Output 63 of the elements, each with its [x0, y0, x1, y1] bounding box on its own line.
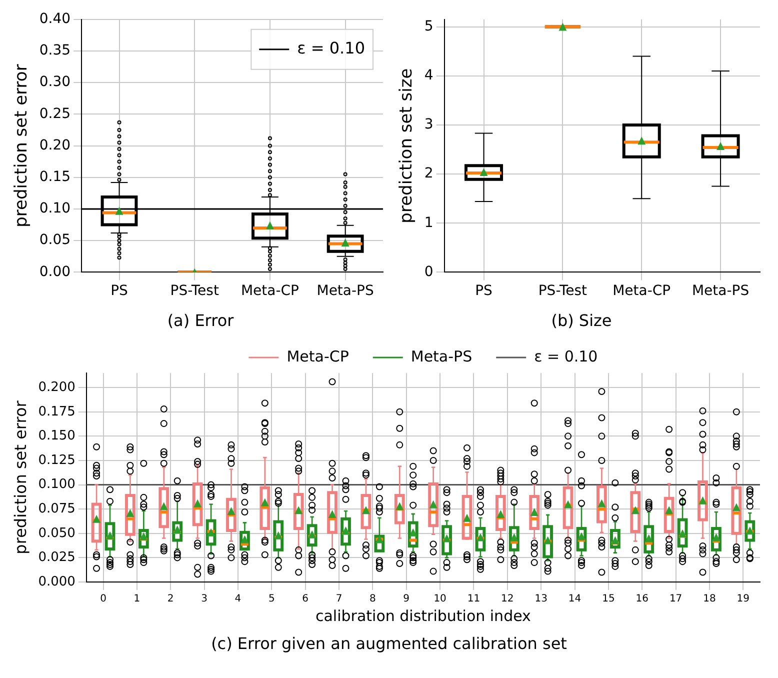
- text: (b) Size: [550, 311, 613, 330]
- x-tick-label: 17: [669, 594, 682, 605]
- y-axis-title: prediction set error: [12, 64, 32, 228]
- x-tick-label: 9: [403, 594, 410, 605]
- text: (a) Error: [166, 311, 235, 330]
- y-tick-label: 0.05: [39, 232, 71, 248]
- y-tick-label: 3: [424, 116, 434, 133]
- y-tick-label: 0.35: [39, 42, 71, 59]
- x-tick-label: 15: [602, 594, 615, 605]
- x-tick-label: 19: [736, 594, 750, 605]
- x-tick-label: 2: [167, 594, 174, 605]
- y-tick-label: 0.075: [38, 501, 76, 516]
- x-tick-label: 6: [302, 594, 309, 605]
- y-tick-label: 0.20: [39, 137, 71, 154]
- y-tick-label: 0.40: [39, 11, 71, 28]
- x-axis-title: calibration distribution index: [315, 606, 532, 625]
- y-tick-label: 2: [424, 166, 434, 182]
- x-tick-label: 16: [636, 594, 648, 605]
- x-tick-label: 1: [134, 594, 140, 605]
- x-tick-label: 13: [534, 594, 548, 605]
- y-tick-label: 0.125: [38, 452, 76, 468]
- y-tick-label: 0.00: [39, 264, 71, 280]
- legend-label: ε = 0.10: [297, 38, 366, 58]
- y-tick-label: 0.100: [38, 477, 76, 492]
- x-tick-label: 18: [703, 594, 716, 605]
- y-tick-label: 0.000: [38, 574, 76, 590]
- y-tick-label: 1: [424, 214, 434, 231]
- x-tick-label: 12: [501, 594, 514, 605]
- x-tick-label: Meta-CP: [240, 283, 299, 300]
- x-tick-label: Meta-PS: [316, 283, 374, 300]
- y-tick-label: 0.050: [38, 526, 76, 541]
- y-axis-title: prediction set size: [396, 68, 417, 224]
- y-tick-label: 0.025: [38, 550, 76, 566]
- legend-label: ε = 0.10: [534, 347, 598, 366]
- y-tick-label: 5: [424, 18, 434, 34]
- y-tick-label: 0.175: [38, 404, 76, 420]
- x-tick-label: PS: [475, 283, 493, 300]
- legend-label: Meta-PS: [410, 347, 472, 366]
- x-tick-label: 11: [467, 594, 480, 605]
- x-tick-label: 3: [201, 594, 208, 605]
- x-tick-label: Meta-CP: [612, 283, 671, 300]
- x-tick-label: 7: [336, 594, 342, 605]
- x-tick-label: 4: [234, 594, 242, 605]
- y-tick-label: 0.30: [39, 74, 71, 90]
- y-axis-title: prediction set error: [10, 400, 30, 554]
- x-tick-label: 5: [268, 594, 275, 605]
- x-tick-label: 14: [568, 594, 582, 605]
- y-tick-label: 0.150: [38, 428, 76, 444]
- y-tick-label: 0.15: [39, 169, 71, 186]
- x-tick-label: 0: [100, 594, 106, 605]
- y-tick-label: 0.10: [39, 200, 71, 217]
- x-tick-label: Meta-PS: [692, 283, 750, 300]
- y-tick-label: 0.25: [39, 106, 71, 122]
- y-tick-label: 0.200: [38, 380, 76, 395]
- x-tick-label: PS-Test: [170, 283, 220, 300]
- x-tick-label: 10: [434, 594, 446, 605]
- legend-label: Meta-CP: [286, 347, 349, 366]
- x-tick-label: PS: [110, 283, 128, 300]
- x-tick-label: PS-Test: [538, 283, 588, 300]
- y-tick-label: 4: [424, 67, 434, 84]
- text: (c) Error given an augmented calibration set: [210, 634, 568, 653]
- x-tick-label: 8: [370, 594, 376, 605]
- y-tick-label: 0: [424, 264, 434, 280]
